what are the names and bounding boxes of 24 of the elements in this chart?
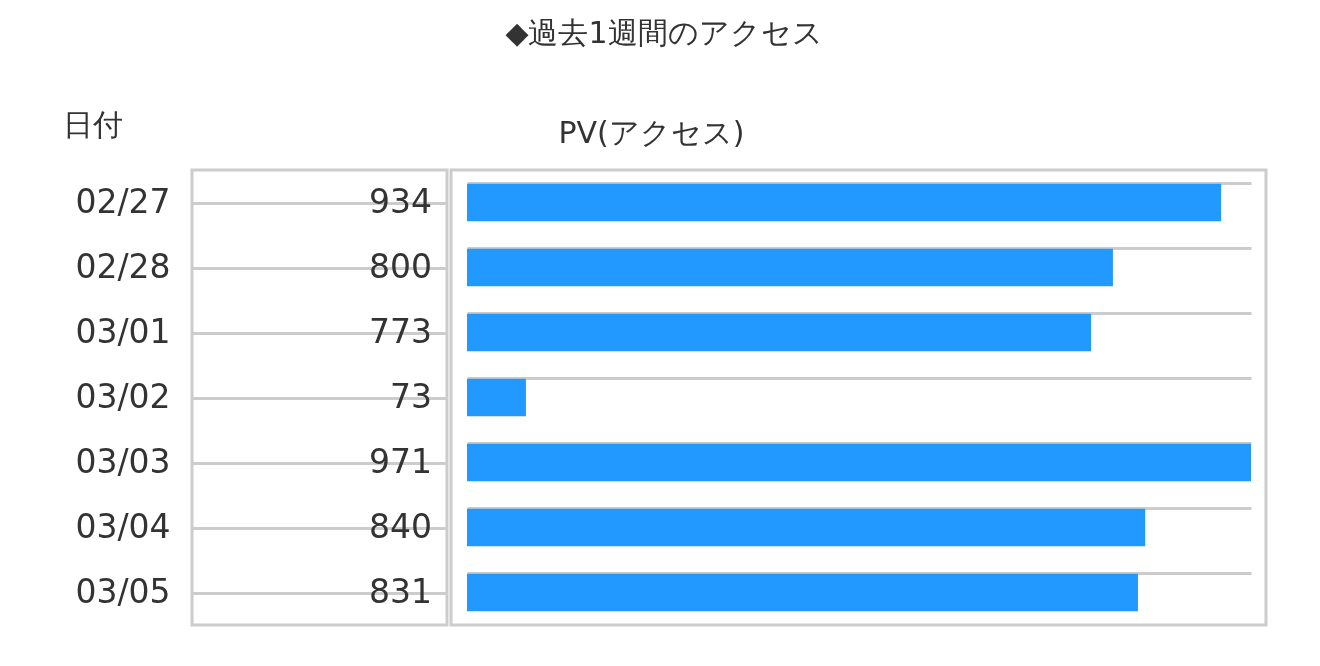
bar [467,378,526,417]
bar [467,508,1146,547]
bar [467,443,1251,482]
data-label: 934 [369,181,432,221]
chart-title: ◆過去1週間のアクセス [505,14,823,50]
y-tick-label: 02/27 [75,182,171,221]
bar [467,183,1222,222]
x-axis-title: PV(アクセス) [558,114,745,150]
y-tick-label: 03/03 [75,442,171,481]
y-axis-title: 日付 [62,106,123,142]
y-tick-label: 03/04 [75,507,171,546]
y-tick-label: 02/28 [75,247,171,286]
data-label: 831 [369,571,432,611]
data-label: 840 [369,506,432,546]
y-tick-label: 03/01 [75,312,171,351]
bar [467,573,1138,612]
y-tick-label: 03/05 [75,572,171,611]
data-label: 971 [369,441,432,481]
data-label: 773 [369,311,432,351]
bar [467,248,1113,287]
y-tick-label: 03/02 [75,377,171,416]
bar [467,313,1092,352]
data-label: 73 [390,376,432,416]
data-label: 800 [369,246,432,286]
